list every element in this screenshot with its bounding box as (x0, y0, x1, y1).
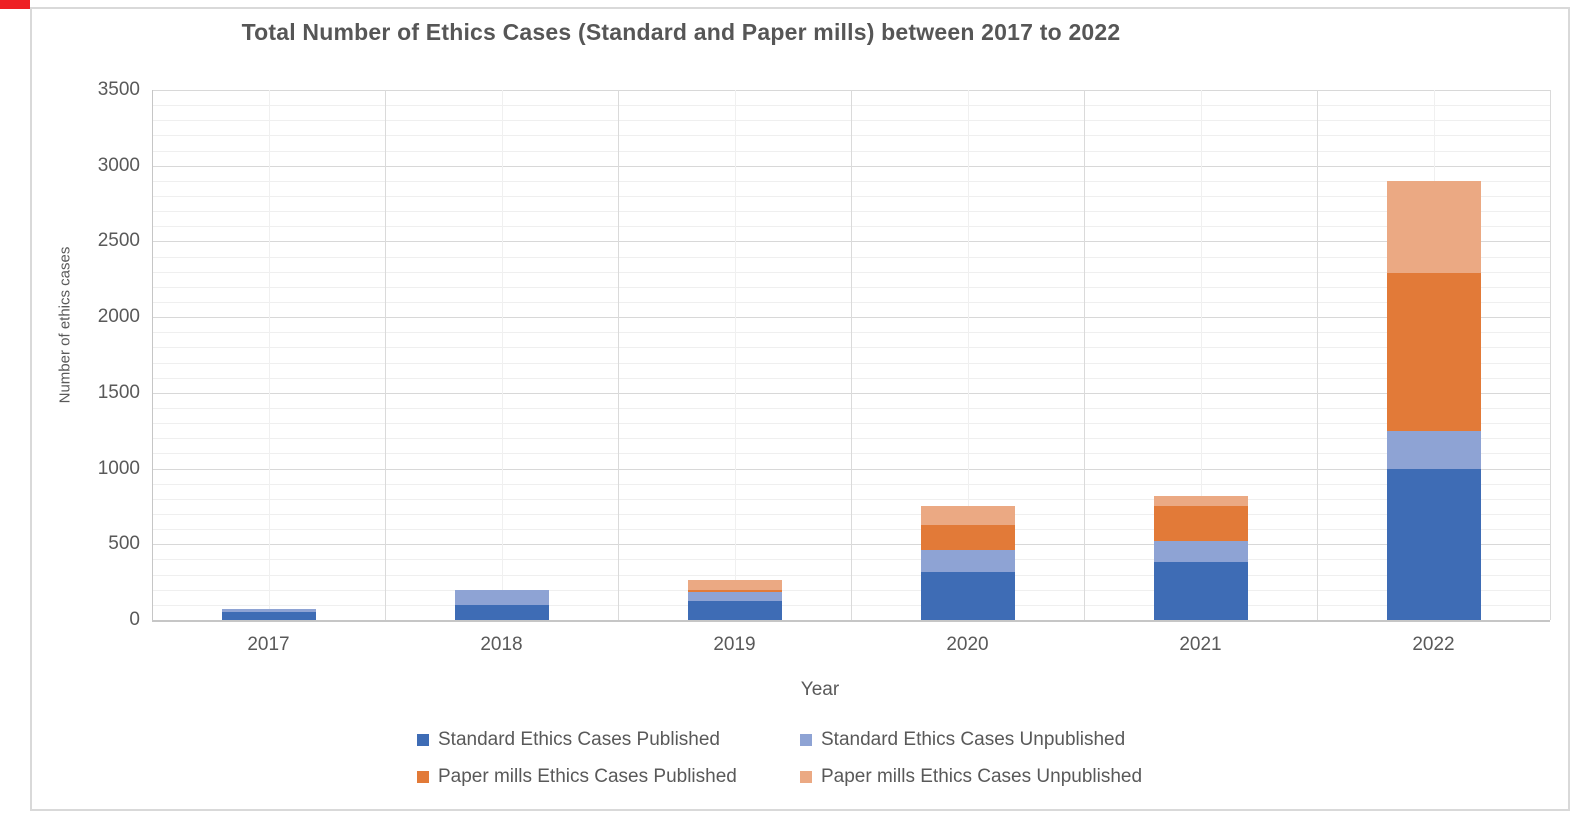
vertical-gridline-3 (501, 90, 503, 620)
y-tick-label-3500: 3500 (97, 79, 140, 100)
y-axis-line (152, 90, 153, 621)
bar-2020-paper-mills-ethics-cases-published (920, 525, 1015, 550)
bar-2020-standard-ethics-cases-published (920, 571, 1015, 620)
bar-2018-standard-ethics-cases-unpublished (454, 590, 549, 605)
bar-2021-standard-ethics-cases-published (1153, 562, 1248, 620)
y-tick-label-2500: 2500 (97, 230, 140, 252)
legend-item-standard-ethics-cases-unpublished: Standard Ethics Cases Unpublished (800, 729, 1125, 751)
vertical-gridline-10 (1317, 90, 1318, 620)
bar-2017-standard-ethics-cases-published (221, 612, 316, 620)
red-accent-mark (0, 0, 30, 9)
x-axis-title: Year (800, 679, 840, 700)
x-tick-label-2017: 2017 (247, 634, 290, 655)
vertical-gridline-9 (1200, 90, 1202, 620)
bar-2021-paper-mills-ethics-cases-published (1153, 506, 1248, 542)
legend-label: Paper mills Ethics Cases Published (438, 766, 737, 787)
vertical-gridline-4 (618, 90, 619, 620)
x-tick-label-2018: 2018 (480, 634, 523, 655)
legend-swatch-paper-mills-ethics-cases-published (417, 771, 429, 783)
bar-2022-paper-mills-ethics-cases-unpublished (1386, 180, 1481, 274)
x-tick-label-2019: 2019 (713, 634, 756, 655)
x-tick-label-2022: 2022 (1412, 634, 1455, 655)
y-tick-label-1500: 1500 (97, 381, 140, 403)
bar-2019-standard-ethics-cases-unpublished (687, 591, 782, 602)
vertical-gridline-1 (268, 90, 270, 620)
vertical-gridline-8 (1084, 90, 1085, 620)
bar-2021-standard-ethics-cases-unpublished (1153, 541, 1248, 563)
bar-2020-standard-ethics-cases-unpublished (920, 549, 1015, 572)
legend-swatch-paper-mills-ethics-cases-unpublished (800, 771, 812, 783)
bar-2021-paper-mills-ethics-cases-unpublished (1153, 495, 1248, 507)
x-tick-label-2020: 2020 (946, 634, 989, 655)
vertical-gridline-5 (734, 90, 736, 620)
y-tick-label-2000: 2000 (97, 306, 140, 328)
legend-label: Standard Ethics Cases Unpublished (821, 729, 1126, 750)
chart-container (30, 7, 1570, 811)
bar-2022-paper-mills-ethics-cases-published (1386, 273, 1481, 431)
vertical-gridline-12 (1550, 90, 1551, 620)
vertical-gridline-2 (385, 90, 386, 620)
legend-item-paper-mills-ethics-cases-unpublished: Paper mills Ethics Cases Unpublished (800, 766, 1142, 788)
x-axis-line (152, 620, 1550, 622)
legend-swatch-standard-ethics-cases-published (417, 734, 429, 746)
y-tick-label-3000: 3000 (97, 154, 140, 176)
bar-2019-paper-mills-ethics-cases-published (687, 589, 782, 592)
legend-item-paper-mills-ethics-cases-published: Paper mills Ethics Cases Published (417, 766, 737, 788)
vertical-gridline-7 (967, 90, 969, 620)
legend-item-standard-ethics-cases-published: Standard Ethics Cases Published (417, 729, 720, 751)
bar-2022-standard-ethics-cases-unpublished (1386, 430, 1481, 469)
bar-2017-standard-ethics-cases-unpublished (221, 609, 316, 613)
y-tick-label-500: 500 (108, 533, 140, 555)
chart-title: Total Number of Ethics Cases (Standard a… (241, 19, 1121, 45)
bar-2019-paper-mills-ethics-cases-unpublished (687, 579, 782, 590)
bar-2022-standard-ethics-cases-published (1386, 468, 1481, 620)
bar-2019-standard-ethics-cases-published (687, 601, 782, 620)
legend-label: Standard Ethics Cases Published (438, 729, 720, 750)
vertical-gridline-6 (851, 90, 852, 620)
x-tick-label-2021: 2021 (1179, 634, 1222, 655)
bar-2020-paper-mills-ethics-cases-unpublished (920, 505, 1015, 526)
bar-2018-standard-ethics-cases-published (454, 604, 549, 620)
legend-label: Paper mills Ethics Cases Unpublished (821, 766, 1143, 787)
legend-swatch-standard-ethics-cases-unpublished (800, 734, 812, 746)
y-tick-label-0: 0 (129, 609, 140, 630)
y-tick-label-1000: 1000 (97, 457, 140, 479)
